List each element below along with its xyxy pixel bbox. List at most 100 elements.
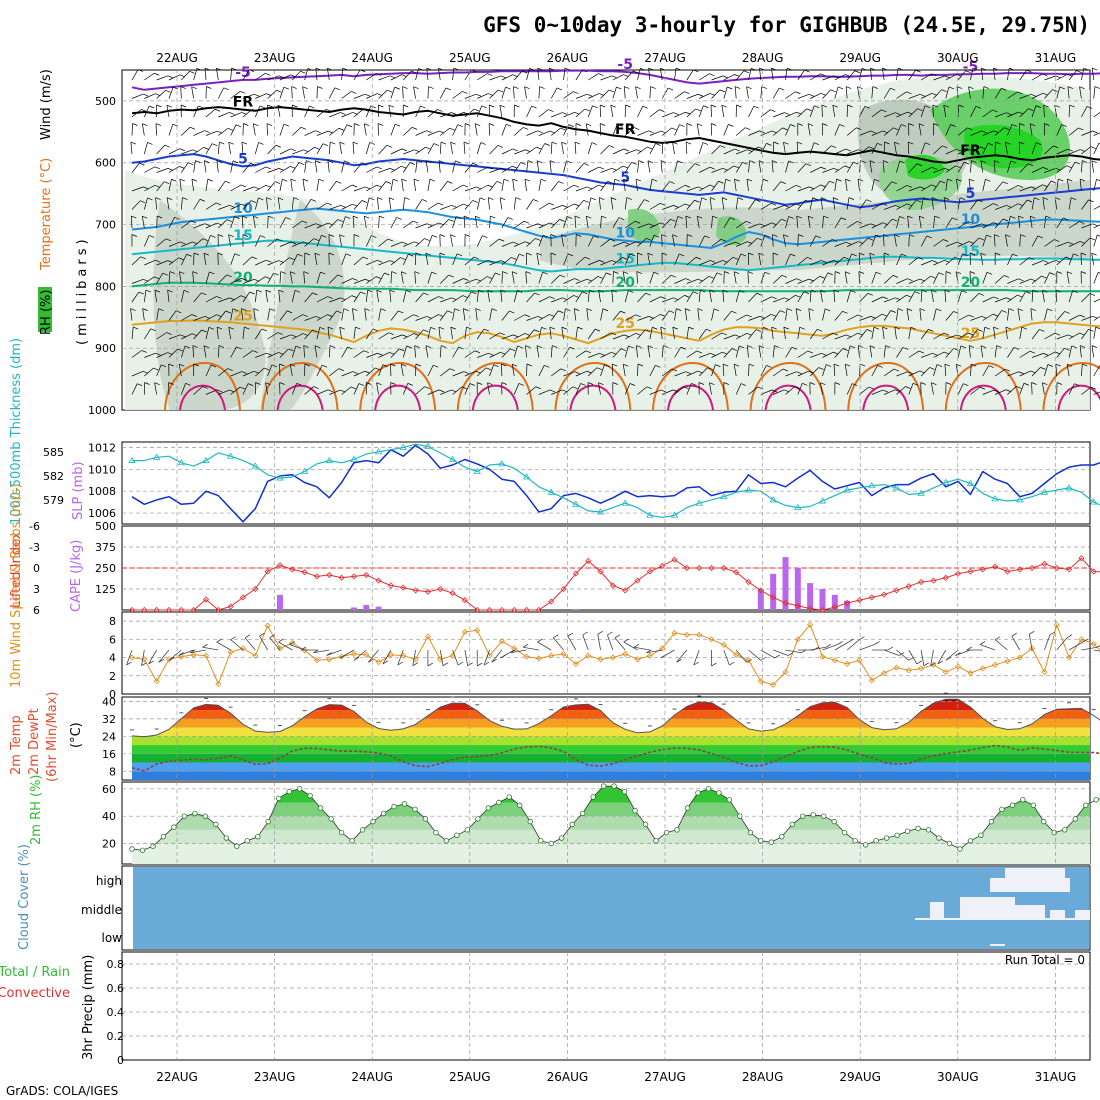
thickness-point [399, 443, 407, 450]
wind-barb-flag [709, 184, 715, 188]
wind-barb [329, 297, 341, 303]
wind-barb-flag [1064, 348, 1070, 351]
wind-barb [660, 68, 663, 81]
tick-label: 16 [102, 748, 116, 761]
wind-barb [982, 296, 994, 303]
wind-barb [672, 327, 675, 340]
wind-barb-flag [250, 162, 256, 166]
wind-barb-flag [304, 252, 310, 256]
wind-barb [957, 314, 969, 321]
wind-barb [674, 386, 684, 395]
wind-barb [427, 389, 440, 395]
wind-barb [463, 216, 466, 229]
wind-barb [450, 234, 453, 247]
wind-barb-flag [642, 105, 648, 109]
wind-barb-flag [771, 67, 777, 71]
wind-barb [982, 143, 989, 155]
wind-barb-flag [216, 160, 223, 163]
wind-barb-flag [329, 345, 336, 348]
wind-barb-flag [207, 178, 213, 182]
li-point [326, 571, 333, 579]
wind-barb [771, 160, 774, 173]
wind-barb [649, 327, 653, 340]
wind-barb-flag [892, 218, 898, 222]
wind-barb [575, 350, 587, 358]
wind-barb [203, 160, 207, 173]
wind-barb-flag [321, 235, 327, 238]
wind-barb-flag [671, 127, 677, 131]
wind-barb [143, 142, 148, 155]
wind-barb [489, 89, 499, 99]
wind-barb-flag [923, 197, 929, 201]
wind-barb [871, 296, 883, 303]
wind-speed-point [202, 652, 210, 659]
wind-barb [1031, 142, 1037, 155]
wind-barb [341, 371, 353, 377]
slp-line [131, 444, 1100, 523]
rh-point [1051, 829, 1057, 836]
wind-speed-point [733, 651, 740, 658]
temp-band [132, 710, 1090, 719]
wind-barb-flag [722, 351, 728, 355]
thickness-point [843, 486, 851, 493]
wind-barb [563, 216, 568, 229]
wind-barb [463, 142, 466, 155]
wind-barb [314, 253, 318, 266]
wind-barb-flag [414, 345, 420, 348]
rh-point [590, 794, 596, 800]
wind-barb-flag [253, 215, 259, 219]
wind-barb-flag [1044, 123, 1050, 126]
wind-barb-flag [1094, 86, 1100, 89]
wind-barb-flag [618, 217, 625, 220]
wind-barb-flag [480, 142, 486, 145]
wind-barb-flag [302, 86, 308, 89]
wind-barb [896, 91, 907, 99]
wind-barb-flag [1088, 328, 1094, 332]
wind-barb-flag [240, 90, 246, 94]
wind-barb [674, 371, 686, 377]
wind-barb [649, 296, 661, 303]
wind-barb-flag [326, 652, 332, 656]
wind-barb [316, 130, 329, 136]
wind-barb [353, 370, 366, 377]
wind-barb [883, 88, 891, 99]
rh-point [946, 840, 953, 847]
wind-barb-flag [1018, 371, 1024, 375]
wind-barb-flag [851, 253, 857, 257]
wind-barb [513, 290, 518, 303]
wind-barb-flag [523, 127, 529, 130]
wind-barb-flag [882, 222, 888, 226]
wind-barb-flag [864, 105, 870, 109]
wind-barb [1056, 179, 1059, 192]
wind-barb [736, 332, 747, 340]
wind-barb-flag [541, 326, 547, 330]
wind-barb-flag [511, 257, 517, 260]
wind-barb-flag [821, 104, 828, 108]
wind-barb [696, 216, 700, 229]
wind-barb-flag [166, 197, 173, 200]
rh-point [632, 808, 638, 814]
wind-speed-point [264, 622, 271, 629]
wind-barb [291, 383, 298, 395]
wind-barb [723, 148, 735, 155]
wind-barb-flag [210, 235, 216, 238]
wind-barb-flag [303, 271, 309, 274]
contour-30 [359, 362, 437, 411]
wind-barb-flag [734, 241, 741, 245]
wind-barb [217, 142, 220, 155]
wind-speed-point [128, 654, 136, 661]
wind-barb-flag [424, 386, 430, 389]
wind-barb [686, 69, 694, 81]
wind-barb-flag [285, 217, 291, 220]
wind-speed-point [239, 645, 247, 652]
wind-barb-flag [549, 326, 555, 330]
wind-barb [746, 179, 749, 192]
wind-barb [181, 333, 193, 340]
wind-barb [994, 639, 1008, 651]
wind-barb [326, 649, 342, 656]
wind-barb-flag [940, 180, 946, 184]
wind-barb [1068, 70, 1077, 81]
wind-barb-flag [451, 297, 457, 301]
